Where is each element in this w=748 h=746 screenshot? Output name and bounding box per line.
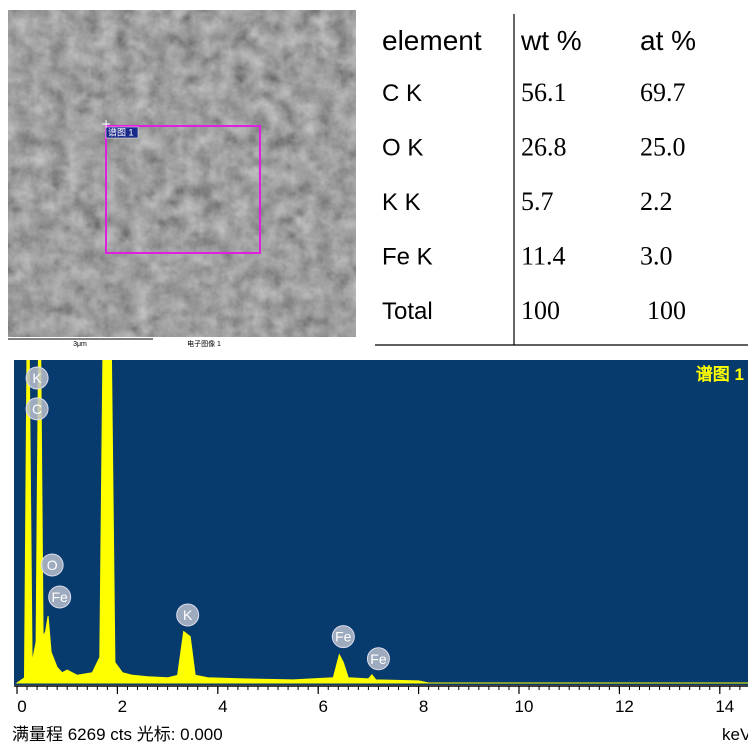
peak-label: C bbox=[32, 401, 42, 417]
x-tick-label: 12 bbox=[615, 697, 634, 716]
sem-image: 谱图 1 3μm 电子图像 1 bbox=[8, 10, 356, 348]
scale-label: 3μm bbox=[73, 341, 87, 348]
table-value: 5.7 bbox=[521, 187, 554, 216]
table-value: 11.4 bbox=[521, 242, 566, 271]
x-tick-label: 8 bbox=[419, 697, 428, 716]
table-value: 26.8 bbox=[521, 133, 567, 162]
plot-background bbox=[14, 360, 748, 685]
x-tick-label: 0 bbox=[17, 697, 26, 716]
x-tick-label: 10 bbox=[515, 697, 534, 716]
x-tick-label: 4 bbox=[218, 697, 227, 716]
x-axis-label: keV bbox=[722, 725, 748, 744]
element-name: Fe K bbox=[382, 244, 433, 271]
table-value: 56.1 bbox=[521, 78, 567, 107]
figure: 谱图 1 3μm 电子图像 1 element wt % at % C K 56.1 69… bbox=[0, 0, 748, 746]
peak-label: K bbox=[183, 607, 193, 623]
peak-label: Fe bbox=[370, 651, 387, 667]
sem-texture bbox=[8, 10, 356, 337]
element-name: K K bbox=[382, 189, 421, 216]
element-name: O K bbox=[382, 135, 423, 162]
table-header: wt % bbox=[520, 25, 582, 56]
peak-label: O bbox=[47, 557, 58, 573]
x-tick-label: 14 bbox=[715, 697, 734, 716]
x-tick-label: 2 bbox=[118, 697, 127, 716]
table-value: 69.7 bbox=[640, 78, 686, 107]
peak-label: Fe bbox=[51, 589, 68, 605]
sem-caption: 电子图像 1 bbox=[187, 339, 221, 348]
table-header: element bbox=[382, 25, 482, 56]
peak-label: K bbox=[32, 370, 42, 386]
spectrum-title: 谱图 1 bbox=[696, 364, 744, 384]
peak-label: Fe bbox=[335, 629, 352, 645]
element-name: Total bbox=[382, 298, 433, 325]
table-value: 25.0 bbox=[640, 133, 686, 162]
table-value: 3.0 bbox=[640, 242, 673, 271]
table-value: 100 bbox=[521, 296, 560, 325]
region-label: 谱图 1 bbox=[108, 127, 134, 138]
page: 谱图 1 3μm 电子图像 1 element wt % at % C K 56.1 69… bbox=[0, 0, 748, 746]
spectrum-footer: 满量程 6269 cts 光标: 0.000 bbox=[12, 725, 223, 744]
table-value: 2.2 bbox=[640, 187, 673, 216]
element-name: C K bbox=[382, 80, 422, 107]
table: element wt % at % C K 56.1 69.7 O K 26.8 25.0 K K… bbox=[375, 14, 748, 345]
table-header: at % bbox=[640, 25, 696, 56]
table-value: 100 bbox=[647, 296, 686, 325]
x-tick-label: 6 bbox=[318, 697, 327, 716]
